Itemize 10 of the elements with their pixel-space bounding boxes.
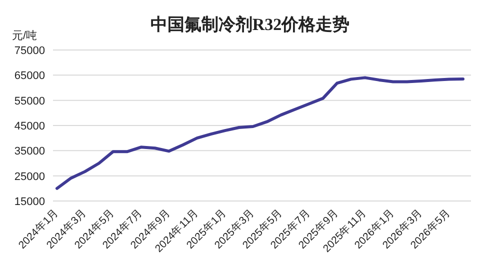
- line-series: [56, 76, 464, 190]
- chart-title: 中国氟制冷剂R32价格走势: [150, 15, 350, 34]
- y-tick-label: 35000: [14, 146, 45, 158]
- y-tick-label: 65000: [14, 70, 45, 82]
- y-tick-label: 75000: [14, 45, 45, 57]
- y-tick-label: 55000: [14, 95, 45, 108]
- y-axis-title: 元/吨: [12, 29, 38, 42]
- y-tick-label: 25000: [14, 170, 45, 183]
- y-tick-label: 45000: [14, 120, 45, 132]
- y-tick-label: 15000: [14, 196, 45, 208]
